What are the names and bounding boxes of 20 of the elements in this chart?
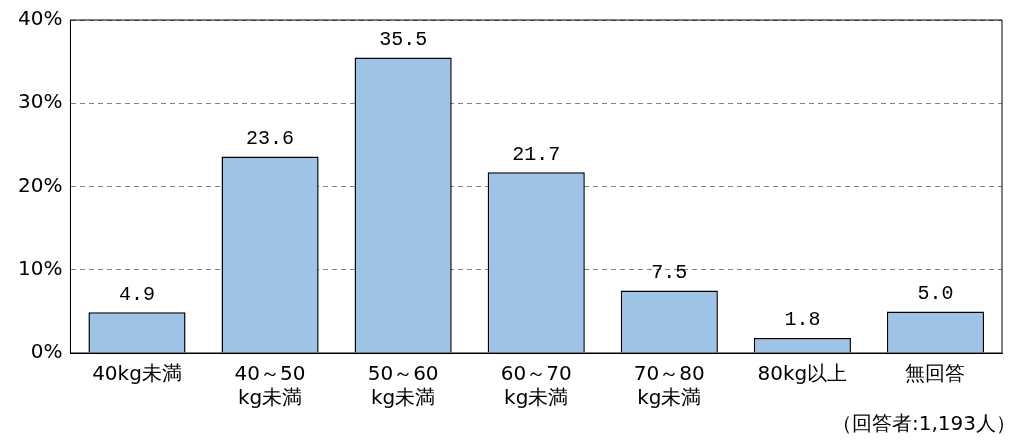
x-tick-label: 70～80 kg未満 — [633, 361, 705, 410]
text: （回答者:1,193人） — [832, 411, 1016, 436]
y-tick-label: 30% — [18, 89, 63, 114]
data-label: 4.9 — [118, 282, 155, 306]
x-tick-label: 無回答 — [905, 361, 966, 386]
y-tick-label: 20% — [18, 172, 63, 197]
x-tick-label: 40～50 kg未満 — [234, 361, 306, 410]
x-tick-label: 60～70 kg未満 — [500, 361, 572, 410]
data-label: 7.5 — [651, 260, 688, 284]
data-label: 35.5 — [379, 27, 428, 51]
y-tick-label: 40% — [18, 6, 63, 31]
x-tick-label: 40kg未満 — [92, 361, 182, 386]
y-tick-label: 10% — [18, 255, 63, 280]
data-label: 21.7 — [512, 142, 561, 166]
data-label: 23.6 — [246, 126, 295, 150]
data-label: 5.0 — [917, 281, 954, 305]
y-tick-label: 0% — [30, 339, 63, 364]
x-tick-label: 50～60 kg未満 — [367, 361, 439, 410]
x-tick-label: 80kg以上 — [757, 361, 848, 386]
data-label: 1.8 — [784, 308, 821, 332]
